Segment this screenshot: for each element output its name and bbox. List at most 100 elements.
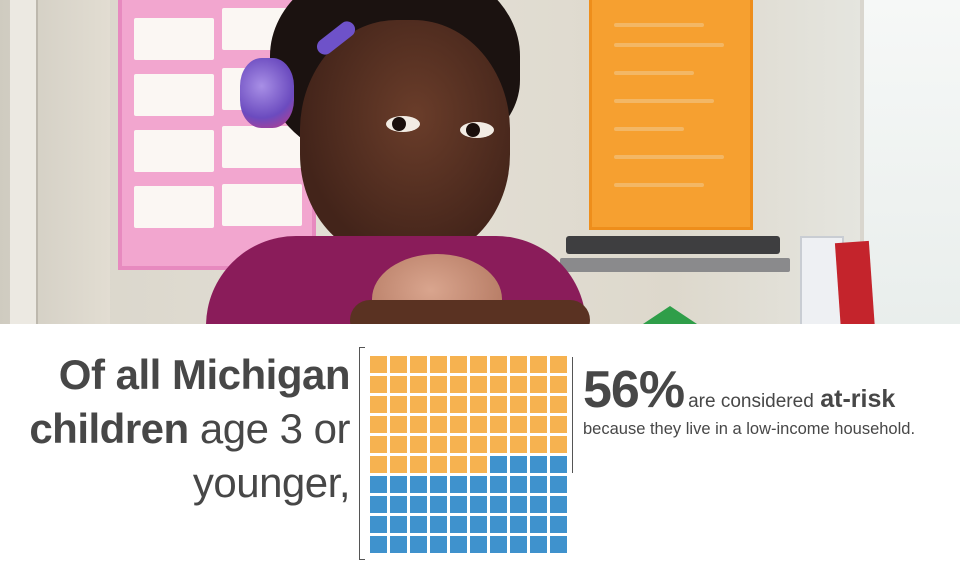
waffle-cell-not-at-risk (410, 536, 427, 553)
waffle-cell-at-risk (510, 376, 527, 393)
waffle-cell-at-risk (390, 456, 407, 473)
waffle-cell-at-risk (450, 416, 467, 433)
waffle-cell-not-at-risk (510, 456, 527, 473)
waffle-cell-not-at-risk (490, 516, 507, 533)
waffle-cell-at-risk (470, 356, 487, 373)
waffle-cell-at-risk (490, 416, 507, 433)
waffle-cell-at-risk (470, 416, 487, 433)
waffle-cell-at-risk (550, 416, 567, 433)
wall-rail-lower (560, 258, 790, 272)
stat-are-considered: are considered (688, 391, 814, 412)
waffle-cell-at-risk (550, 356, 567, 373)
waffle-cell-not-at-risk (370, 476, 387, 493)
waffle-cell-at-risk (450, 396, 467, 413)
waffle-cell-not-at-risk (490, 476, 507, 493)
waffle-cell-at-risk (430, 396, 447, 413)
waffle-cell-not-at-risk (370, 516, 387, 533)
waffle-cell-at-risk (490, 356, 507, 373)
waffle-cell-not-at-risk (450, 536, 467, 553)
waffle-cell-not-at-risk (430, 496, 447, 513)
waffle-cell-at-risk (450, 376, 467, 393)
waffle-cell-at-risk (370, 456, 387, 473)
waffle-cell-not-at-risk (510, 516, 527, 533)
window (860, 0, 960, 324)
waffle-cell-at-risk (410, 356, 427, 373)
waffle-cell-not-at-risk (390, 536, 407, 553)
waffle-cell-at-risk (510, 436, 527, 453)
waffle-cell-at-risk (430, 416, 447, 433)
waffle-cell-not-at-risk (490, 496, 507, 513)
stat-at-risk: at-risk (820, 385, 896, 413)
waffle-cell-at-risk (370, 416, 387, 433)
child-face (300, 20, 510, 260)
waffle-cell-not-at-risk (390, 496, 407, 513)
hair-ribbon (240, 58, 294, 128)
waffle-cell-not-at-risk (550, 476, 567, 493)
waffle-cell-not-at-risk (410, 516, 427, 533)
stat-line: 56% are considered at-risk (583, 360, 895, 420)
waffle-cell-at-risk (510, 396, 527, 413)
waffle-cell-at-risk (410, 376, 427, 393)
waffle-cell-not-at-risk (550, 516, 567, 533)
waffle-cell-at-risk (510, 416, 527, 433)
waffle-cell-at-risk (470, 456, 487, 473)
waffle-cell-at-risk (390, 436, 407, 453)
waffle-chart (370, 356, 567, 553)
waffle-cell-at-risk (410, 436, 427, 453)
waffle-cell-at-risk (470, 376, 487, 393)
waffle-cell-at-risk (410, 396, 427, 413)
wall-rail (566, 236, 780, 254)
waffle-cell-at-risk (430, 376, 447, 393)
waffle-cell-not-at-risk (370, 536, 387, 553)
waffle-cell-not-at-risk (470, 496, 487, 513)
waffle-cell-at-risk (550, 436, 567, 453)
stat-divider (572, 357, 573, 473)
waffle-cell-not-at-risk (370, 496, 387, 513)
headline-line1: Of all Michigan (58, 351, 351, 398)
waffle-cell-at-risk (530, 356, 547, 373)
waffle-cell-at-risk (530, 416, 547, 433)
waffle-cell-at-risk (430, 356, 447, 373)
green-shape (640, 306, 700, 324)
waffle-cell-at-risk (370, 396, 387, 413)
waffle-cell-not-at-risk (510, 496, 527, 513)
waffle-cell-not-at-risk (550, 456, 567, 473)
orange-poster (589, 0, 753, 230)
waffle-cell-at-risk (370, 376, 387, 393)
waffle-cell-at-risk (530, 376, 547, 393)
waffle-cell-at-risk (450, 436, 467, 453)
headline-line2-bold: children (29, 405, 189, 452)
waffle-cell-not-at-risk (530, 476, 547, 493)
waffle-cell-not-at-risk (530, 516, 547, 533)
waffle-cell-not-at-risk (430, 516, 447, 533)
waffle-cell-not-at-risk (450, 476, 467, 493)
hero-photo (0, 0, 960, 324)
waffle-cell-not-at-risk (430, 476, 447, 493)
waffle-cell-at-risk (430, 436, 447, 453)
waffle-cell-not-at-risk (410, 496, 427, 513)
waffle-cell-at-risk (450, 356, 467, 373)
headline-line2-rest: age 3 or (188, 405, 351, 452)
waffle-cell-not-at-risk (510, 476, 527, 493)
waffle-cell-at-risk (490, 396, 507, 413)
waffle-cell-not-at-risk (390, 516, 407, 533)
waffle-cell-not-at-risk (510, 536, 527, 553)
child-hands (350, 300, 590, 324)
waffle-cell-at-risk (390, 356, 407, 373)
waffle-cell-not-at-risk (450, 496, 467, 513)
waffle-cell-at-risk (430, 456, 447, 473)
waffle-cell-at-risk (370, 436, 387, 453)
headline: Of all Michigan children age 3 or younge… (0, 348, 350, 510)
waffle-cell-at-risk (410, 416, 427, 433)
waffle-cell-at-risk (390, 396, 407, 413)
waffle-cell-at-risk (390, 416, 407, 433)
left-bracket (359, 347, 365, 560)
door-frame (10, 0, 38, 324)
waffle-cell-not-at-risk (530, 496, 547, 513)
waffle-cell-not-at-risk (410, 476, 427, 493)
waffle-cell-at-risk (410, 456, 427, 473)
waffle-cell-not-at-risk (550, 496, 567, 513)
waffle-cell-not-at-risk (430, 536, 447, 553)
waffle-cell-at-risk (450, 456, 467, 473)
waffle-cell-at-risk (510, 356, 527, 373)
